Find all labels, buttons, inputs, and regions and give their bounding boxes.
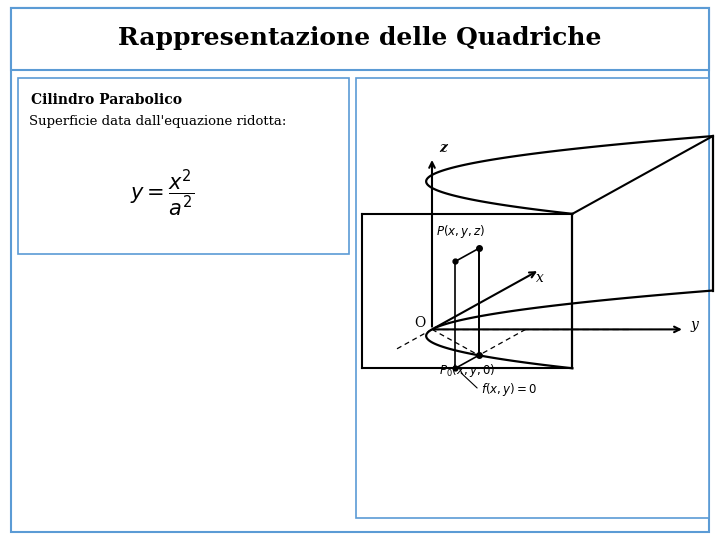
Text: x: x [536,271,544,285]
Text: z: z [439,141,447,155]
Text: Rappresentazione delle Quadriche: Rappresentazione delle Quadriche [118,26,602,50]
Text: O: O [414,316,426,330]
Text: $P_0(x, y, 0)$: $P_0(x, y, 0)$ [439,362,495,379]
Bar [356,78,709,518]
Text: $y = \dfrac{x^2}{a^2}$: $y = \dfrac{x^2}{a^2}$ [130,167,194,219]
Text: y: y [690,319,698,333]
Text: $P(x, y, z)$: $P(x, y, z)$ [436,223,485,240]
Text: Superficie data dall'equazione ridotta:: Superficie data dall'equazione ridotta: [29,115,286,128]
Text: Cilindro Parabolico: Cilindro Parabolico [31,93,182,107]
Bar [18,78,349,254]
Bar [11,8,709,70]
Text: $f(x, y) = 0$: $f(x, y) = 0$ [481,381,537,397]
